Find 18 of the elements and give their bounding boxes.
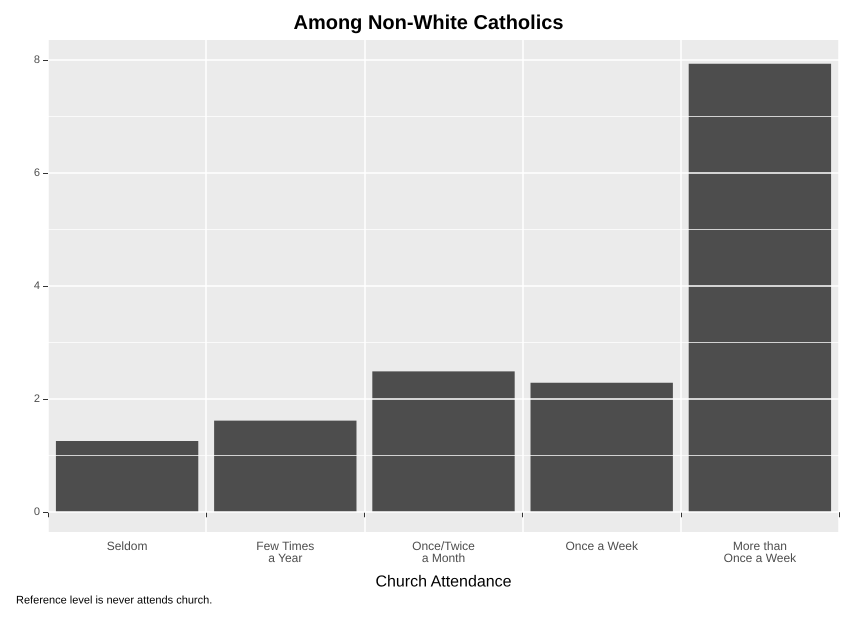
y-tick-label: 2 [34,393,40,406]
bar [530,382,673,512]
x-axis-title: Church Attendance [375,574,512,590]
x-tick-label: Once/Twice a Month [412,539,476,565]
y-tick-label: 4 [34,280,40,292]
y-tick-label: 8 [34,54,40,66]
y-tick-label: 6 [34,166,40,179]
x-tick-label: Few Times a Year [256,539,314,565]
bar [372,371,515,512]
chart-title: Among Non-White Catholics [294,12,564,34]
x-tick-label: Seldom [106,539,148,553]
x-tick-label: Once a Week [565,539,639,553]
bar [688,64,832,512]
bar [56,440,198,512]
text: Reference level is never attends church. [16,594,212,606]
bar [214,420,356,512]
y-tick-label: 0 [34,506,40,518]
x-tick-label: More than Once a Week [724,539,798,565]
